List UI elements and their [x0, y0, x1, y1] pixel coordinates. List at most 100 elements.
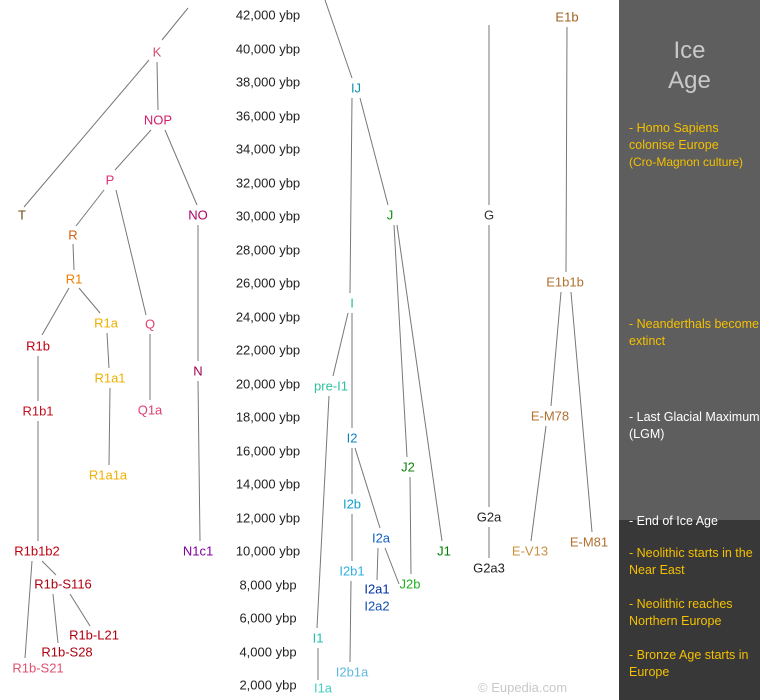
- time-tick-label: 14,000 ybp: [235, 476, 301, 492]
- haplogroup-node: R1b-S116: [34, 576, 92, 592]
- tree-edge: [69, 593, 91, 627]
- time-tick-label: 8,000 ybp: [239, 577, 297, 592]
- tree-edge: [156, 61, 159, 111]
- event-item: - End of Ice Age: [629, 513, 760, 530]
- ice-age-panel: Ice Age - Homo Sapiens colonise Europe (C…: [619, 0, 760, 700]
- haplogroup-node: I2a2: [364, 598, 390, 614]
- haplogroup-node: Q1a: [137, 402, 163, 418]
- time-tick-label: 18,000 ybp: [235, 409, 301, 425]
- event-item: - Last Glacial Maximum (LGM): [629, 409, 760, 443]
- ice-age-title-line2: Age: [668, 67, 711, 94]
- haplogroup-node: R1a: [94, 315, 118, 331]
- time-tick-label: 26,000 ybp: [235, 275, 301, 291]
- tree-edge: [349, 97, 353, 294]
- haplogroup-node: R: [68, 227, 78, 243]
- haplogroup-node: R1b-L21: [69, 627, 119, 643]
- tree-edge: [164, 129, 198, 206]
- tree-edge: [41, 560, 57, 576]
- time-tick-label: 2,000 ybp: [239, 677, 297, 693]
- haplogroup-node: R1: [65, 271, 83, 287]
- haplogroup-node: P: [105, 172, 115, 188]
- time-tick-label: 42,000 ybp: [235, 7, 301, 23]
- haplogroup-node: E-V13: [511, 543, 549, 559]
- tree-edge: [359, 97, 389, 206]
- post-ice-age-panel-background: [619, 520, 760, 700]
- tree-edge: [332, 312, 349, 377]
- tree-edge: [396, 224, 443, 542]
- time-tick-label: 24,000 ybp: [235, 309, 301, 324]
- haplogroup-node: N1c1: [182, 543, 214, 559]
- haplogroup-node: I2b: [342, 496, 362, 512]
- tree-edge: [108, 387, 111, 466]
- haplogroup-node: J2b: [399, 576, 421, 592]
- tree-edge: [316, 395, 330, 629]
- tree-edge: [384, 547, 400, 585]
- haplogroup-node: NOP: [143, 112, 173, 128]
- event-text: - Neanderthals become extinct: [629, 317, 759, 348]
- haplogroup-node: I2a1: [364, 581, 390, 597]
- time-tick-label: 30,000 ybp: [235, 208, 301, 224]
- tree-edge: [106, 332, 110, 369]
- event-text: - Neolithic reaches Northern Europe: [629, 597, 733, 628]
- time-tick-label: 22,000 ybp: [235, 342, 301, 358]
- haplogroup-node: K: [152, 44, 162, 60]
- time-tick-label: 32,000 ybp: [235, 175, 301, 190]
- haplogroup-node: E1b: [555, 9, 579, 25]
- time-tick-label: 10,000 ybp: [235, 543, 301, 559]
- haplogroup-node: NO: [188, 207, 208, 223]
- haplogroup-node: I2a: [371, 530, 391, 546]
- tree-edge: [530, 425, 547, 542]
- time-tick-label: 16,000 ybp: [235, 443, 301, 458]
- haplogroup-node: pre-I1: [314, 378, 348, 394]
- tree-edge: [324, 0, 353, 79]
- event-item: - Homo Sapiens colonise Europe (Cro-Magno…: [629, 120, 760, 171]
- time-tick-label: 38,000 ybp: [235, 74, 301, 90]
- tree-edge: [75, 189, 105, 227]
- ice-age-panel-background: [619, 0, 760, 520]
- event-text: - Neolithic starts in the Near East: [629, 546, 753, 577]
- event-text: - Last Glacial Maximum (LGM): [629, 410, 760, 441]
- time-tick-label: 4,000 ybp: [239, 644, 297, 659]
- time-tick-label: 28,000 ybp: [235, 242, 301, 257]
- tree-edge: [565, 26, 568, 273]
- ice-age-title: Ice Age: [619, 36, 760, 96]
- event-item: - Neanderthals become extinct: [629, 316, 760, 350]
- haplogroup-node: R1b: [26, 338, 50, 354]
- tree-edge: [114, 129, 152, 171]
- time-tick-label: 34,000 ybp: [235, 141, 301, 157]
- tree-edge: [23, 59, 150, 208]
- tree-edge: [78, 287, 101, 314]
- event-text: - Bronze Age starts in Europe: [629, 648, 749, 679]
- time-tick-label: 40,000 ybp: [235, 41, 301, 56]
- haplogroup-node: R1a1: [94, 370, 126, 386]
- haplogroup-node: I: [350, 295, 354, 311]
- haplogroup-node: I2b1: [339, 563, 365, 579]
- haplogroup-node: R1b-S28: [41, 644, 93, 660]
- haplogroup-node: G2a3: [473, 560, 505, 576]
- haplogroup-node: R1b1: [22, 403, 54, 419]
- tree-edge: [550, 291, 562, 407]
- haplogroup-node: I1a: [313, 680, 333, 696]
- tree-edge: [72, 243, 75, 271]
- time-tick-label: 6,000 ybp: [239, 610, 297, 626]
- credit-text: © Eupedia.com: [478, 680, 568, 695]
- time-tick-label: 20,000 ybp: [235, 376, 301, 391]
- event-text: - End of Ice Age: [629, 514, 718, 528]
- haplogroup-node: J: [386, 207, 394, 223]
- haplogroup-node: G: [483, 207, 495, 223]
- tree-edge: [409, 476, 412, 575]
- haplogroup-node: N: [193, 363, 203, 379]
- time-tick-label: 36,000 ybp: [235, 108, 301, 123]
- haplogroup-node: E1b1b: [546, 274, 584, 290]
- haplogroup-node: G2a: [476, 509, 502, 525]
- time-tick-label: 12,000 ybp: [235, 510, 301, 525]
- tree-edge: [161, 7, 189, 41]
- tree-edge: [41, 287, 70, 336]
- tree-edge: [197, 380, 201, 542]
- haplogroup-node: R1a1a: [88, 467, 128, 483]
- haplogroup-node: IJ: [350, 80, 362, 96]
- event-subtext: (Cro-Magnon culture): [629, 155, 744, 169]
- haplogroup-node: I2: [346, 430, 358, 446]
